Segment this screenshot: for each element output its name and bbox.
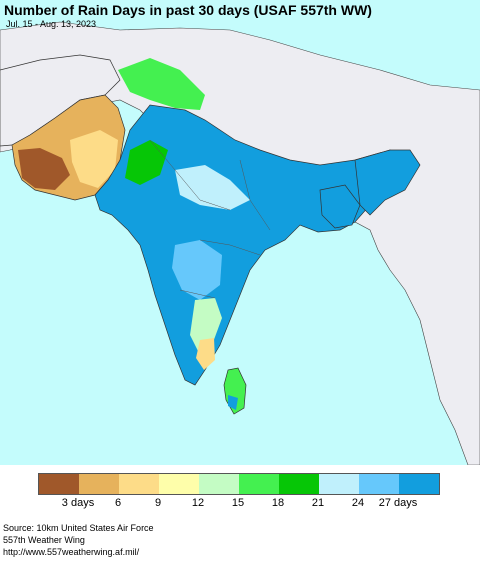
legend-swatch bbox=[159, 474, 199, 494]
legend-label: 15 bbox=[231, 497, 245, 509]
legend-label: 12 bbox=[191, 497, 205, 509]
rain-days-map bbox=[0, 0, 480, 465]
legend-swatch bbox=[199, 474, 239, 494]
legend-label: 6 bbox=[114, 497, 122, 509]
legend-swatch bbox=[319, 474, 359, 494]
internal-borders bbox=[149, 139, 271, 299]
legend-swatch bbox=[39, 474, 79, 494]
credit-url[interactable]: http://www.557weatherwing.af.mil/ bbox=[3, 547, 140, 557]
legend-label: 18 bbox=[271, 497, 285, 509]
bangladesh bbox=[319, 184, 361, 229]
central-light-blue bbox=[175, 165, 250, 210]
legend-swatch bbox=[239, 474, 279, 494]
legend-label: 24 bbox=[351, 497, 365, 509]
map-title: Number of Rain Days in past 30 days (USA… bbox=[4, 2, 372, 18]
legend-label: 9 bbox=[154, 497, 162, 509]
legend-labels: 3 days 6 9 12 15 18 21 24 27 days bbox=[38, 497, 438, 511]
legend-label: 21 bbox=[311, 497, 325, 509]
legend-swatch bbox=[119, 474, 159, 494]
gujarat-green bbox=[125, 140, 168, 185]
pakistan-driest-area bbox=[18, 148, 70, 190]
credit-line-1: Source: 10km United States Air Force bbox=[3, 523, 154, 533]
credit-line-2: 557th Weather Wing bbox=[3, 535, 85, 545]
legend-swatch bbox=[359, 474, 399, 494]
sri-lanka-wet bbox=[228, 395, 238, 410]
source-credits: Source: 10km United States Air Force 557… bbox=[3, 522, 154, 558]
pakistan-light-area bbox=[70, 130, 118, 188]
india-mainland bbox=[94, 104, 416, 386]
legend-swatch bbox=[279, 474, 319, 494]
legend-swatch bbox=[79, 474, 119, 494]
southeast-green bbox=[190, 298, 222, 355]
northeast-india bbox=[354, 149, 421, 216]
map-date-range: Jul. 15 - Aug. 13, 2023 bbox=[6, 19, 97, 29]
legend-label: 27 days bbox=[378, 497, 418, 509]
legend-swatch bbox=[399, 474, 439, 494]
kashmir-green bbox=[118, 58, 205, 110]
color-legend bbox=[38, 473, 440, 495]
deccan-lightblue bbox=[172, 240, 222, 300]
legend-label: 3 days bbox=[61, 497, 95, 509]
tamil-nadu-yellow bbox=[196, 338, 215, 370]
